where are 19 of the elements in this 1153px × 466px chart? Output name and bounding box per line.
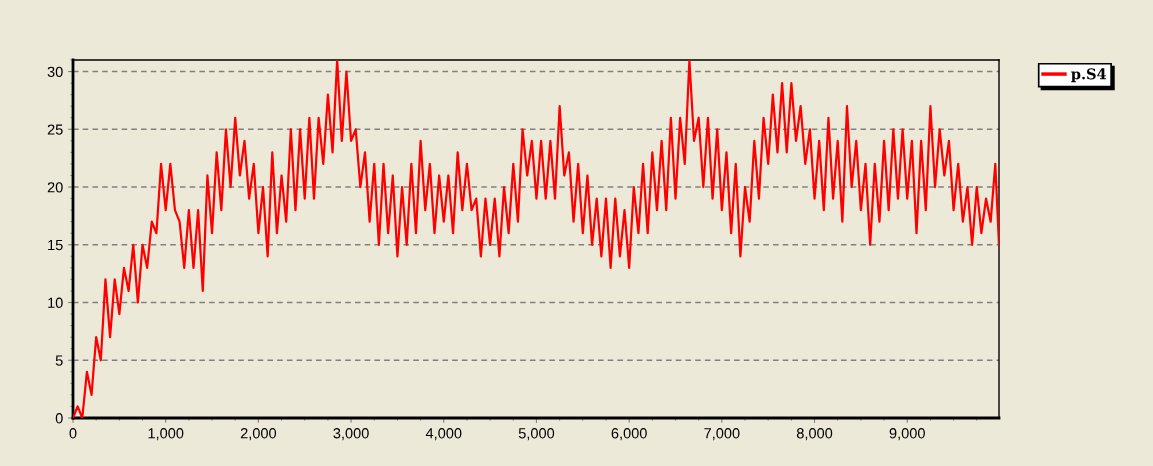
line-series bbox=[73, 60, 999, 418]
y-tick-label: 20 bbox=[47, 182, 63, 193]
x-tick-label: 9,000 bbox=[889, 428, 925, 441]
y-tick-label: 15 bbox=[48, 240, 63, 251]
x-tick-label: 5,000 bbox=[518, 428, 555, 441]
y-tick-label: 10 bbox=[48, 297, 63, 308]
y-tick-label: 25 bbox=[47, 124, 63, 135]
x-tick-label: 0 bbox=[69, 428, 77, 439]
x-tick-label: 4,000 bbox=[425, 428, 462, 441]
x-tick-label: 6,000 bbox=[611, 428, 647, 441]
x-tick-label: 3,000 bbox=[333, 428, 369, 441]
legend-label: p.S4 bbox=[1071, 68, 1107, 83]
x-tick-label: 7,000 bbox=[704, 428, 740, 441]
y-tick-label: 0 bbox=[55, 413, 63, 424]
y-tick-label: 30 bbox=[47, 66, 63, 77]
x-tick-label: 1,000 bbox=[148, 428, 184, 441]
x-tick-label: 8,000 bbox=[796, 428, 833, 441]
x-tick-label: 2,000 bbox=[240, 428, 277, 441]
y-tick-label: 5 bbox=[55, 355, 63, 366]
